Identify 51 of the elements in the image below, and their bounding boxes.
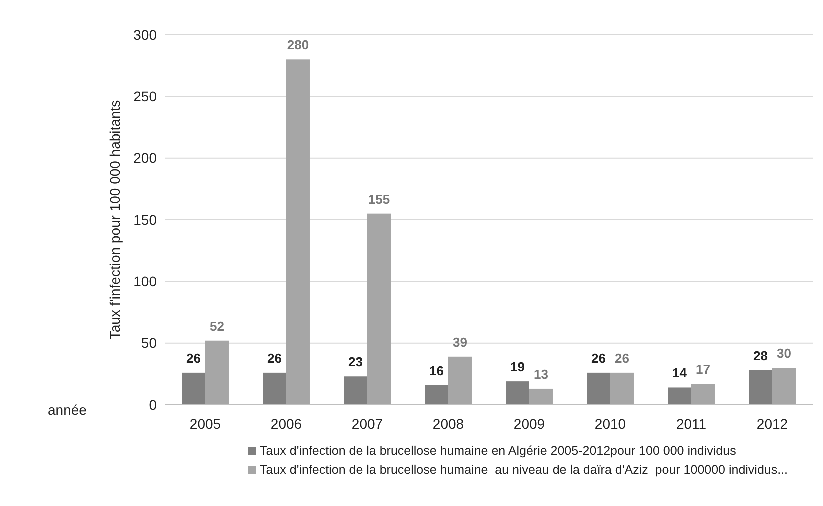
bar <box>530 388 553 405</box>
data-label: 17 <box>696 362 710 378</box>
x-tick-label: 2007 <box>352 416 384 432</box>
data-label: 16 <box>430 363 444 378</box>
x-tick-label: 2005 <box>190 416 222 432</box>
data-label: 26 <box>186 350 201 366</box>
data-label: 280 <box>287 38 310 53</box>
data-label: 28 <box>754 348 768 364</box>
data-label: 52 <box>210 318 224 334</box>
y-tick-label: 50 <box>141 335 158 352</box>
x-tick-label: 2009 <box>514 416 546 432</box>
y-tick-label: 100 <box>134 274 158 290</box>
bar <box>692 384 715 405</box>
legend-label: Taux d'infection de la brucellose humaine au niveau de la daïra d'Aziz pour 100000 individus... <box>260 463 788 477</box>
data-label: 14 <box>672 366 688 381</box>
data-label: 13 <box>534 366 548 382</box>
x-tick-label: 2008 <box>432 416 464 432</box>
bar <box>425 385 448 405</box>
data-label: 30 <box>777 346 792 361</box>
x-axis-title: année <box>48 402 88 418</box>
x-tick-label: 2012 <box>756 416 788 432</box>
y-tick-label: 300 <box>134 26 158 43</box>
bar <box>448 356 472 405</box>
bar <box>182 372 206 405</box>
y-axis-title: Taux f'infection pour 100 000 habitants <box>107 100 123 340</box>
bar <box>749 370 772 405</box>
y-tick-label: 250 <box>134 88 158 105</box>
legend-label: Taux d'infection de la brucellose humaine en Algérie 2005-2012pour 100 000 individus <box>260 444 736 458</box>
bar <box>344 376 368 405</box>
y-tick-label: 150 <box>134 212 158 228</box>
x-tick-label: 2010 <box>594 416 626 432</box>
bar <box>206 340 229 405</box>
data-label: 155 <box>368 192 390 207</box>
bar <box>587 372 610 405</box>
data-label: 26 <box>615 350 630 366</box>
x-tick-label: 2006 <box>270 416 302 432</box>
y-tick-label: 200 <box>134 150 158 166</box>
data-label: 26 <box>268 350 282 366</box>
bar <box>772 368 796 405</box>
data-label: 19 <box>510 360 525 375</box>
y-tick-label: 0 <box>149 396 158 413</box>
bar <box>263 372 286 405</box>
bar <box>368 214 391 405</box>
x-tick-label: 2011 <box>676 416 707 432</box>
bar <box>506 382 530 405</box>
data-label: 23 <box>348 354 363 370</box>
bar <box>668 388 692 405</box>
data-label: 39 <box>453 334 468 350</box>
bar <box>610 372 634 405</box>
bar <box>286 60 310 405</box>
data-label: 26 <box>592 350 606 366</box>
